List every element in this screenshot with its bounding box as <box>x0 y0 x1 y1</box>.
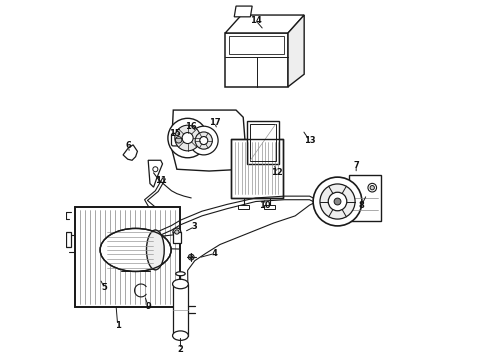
Text: 11: 11 <box>155 176 167 185</box>
Text: 9: 9 <box>146 302 151 311</box>
Text: 7: 7 <box>353 161 359 170</box>
Polygon shape <box>66 232 71 247</box>
Circle shape <box>175 125 200 151</box>
Ellipse shape <box>190 256 193 258</box>
Polygon shape <box>148 160 163 187</box>
Text: 5: 5 <box>101 283 107 292</box>
Bar <box>250 124 276 161</box>
Polygon shape <box>172 110 245 171</box>
Text: 16: 16 <box>185 122 197 131</box>
Text: 4: 4 <box>212 249 218 258</box>
Circle shape <box>200 136 208 145</box>
Text: 2: 2 <box>177 345 183 354</box>
Text: 13: 13 <box>304 136 316 145</box>
Bar <box>172 284 188 336</box>
Bar <box>239 205 249 209</box>
Polygon shape <box>225 15 304 33</box>
FancyBboxPatch shape <box>172 134 186 146</box>
Circle shape <box>370 185 374 190</box>
Polygon shape <box>123 145 137 160</box>
Bar <box>74 207 180 307</box>
Circle shape <box>190 126 218 155</box>
Bar <box>225 33 288 87</box>
Circle shape <box>175 136 182 143</box>
Circle shape <box>328 192 347 211</box>
Bar <box>247 121 279 164</box>
Circle shape <box>368 183 376 192</box>
Ellipse shape <box>172 279 188 289</box>
Text: 14: 14 <box>250 16 262 25</box>
Bar <box>229 36 285 54</box>
Text: 1: 1 <box>115 321 121 330</box>
Text: 15: 15 <box>169 129 181 138</box>
Text: 6: 6 <box>125 141 131 150</box>
Ellipse shape <box>100 228 171 271</box>
Text: 3: 3 <box>192 222 197 231</box>
Ellipse shape <box>176 272 185 276</box>
Text: 12: 12 <box>271 168 283 177</box>
Circle shape <box>153 167 158 172</box>
Bar <box>173 232 181 243</box>
Bar <box>349 175 381 221</box>
Circle shape <box>334 198 341 205</box>
Circle shape <box>168 118 207 158</box>
Bar <box>231 139 283 198</box>
Ellipse shape <box>147 230 164 270</box>
Circle shape <box>320 184 355 219</box>
Polygon shape <box>234 6 252 17</box>
Text: 10: 10 <box>259 201 270 210</box>
Circle shape <box>313 177 362 226</box>
Circle shape <box>195 132 212 149</box>
Bar <box>265 205 275 209</box>
Ellipse shape <box>173 228 181 236</box>
Text: 17: 17 <box>209 118 221 127</box>
Ellipse shape <box>188 254 194 260</box>
Ellipse shape <box>175 230 179 234</box>
Ellipse shape <box>172 331 188 340</box>
Text: 8: 8 <box>359 201 365 210</box>
Circle shape <box>182 132 193 144</box>
Polygon shape <box>288 15 304 87</box>
